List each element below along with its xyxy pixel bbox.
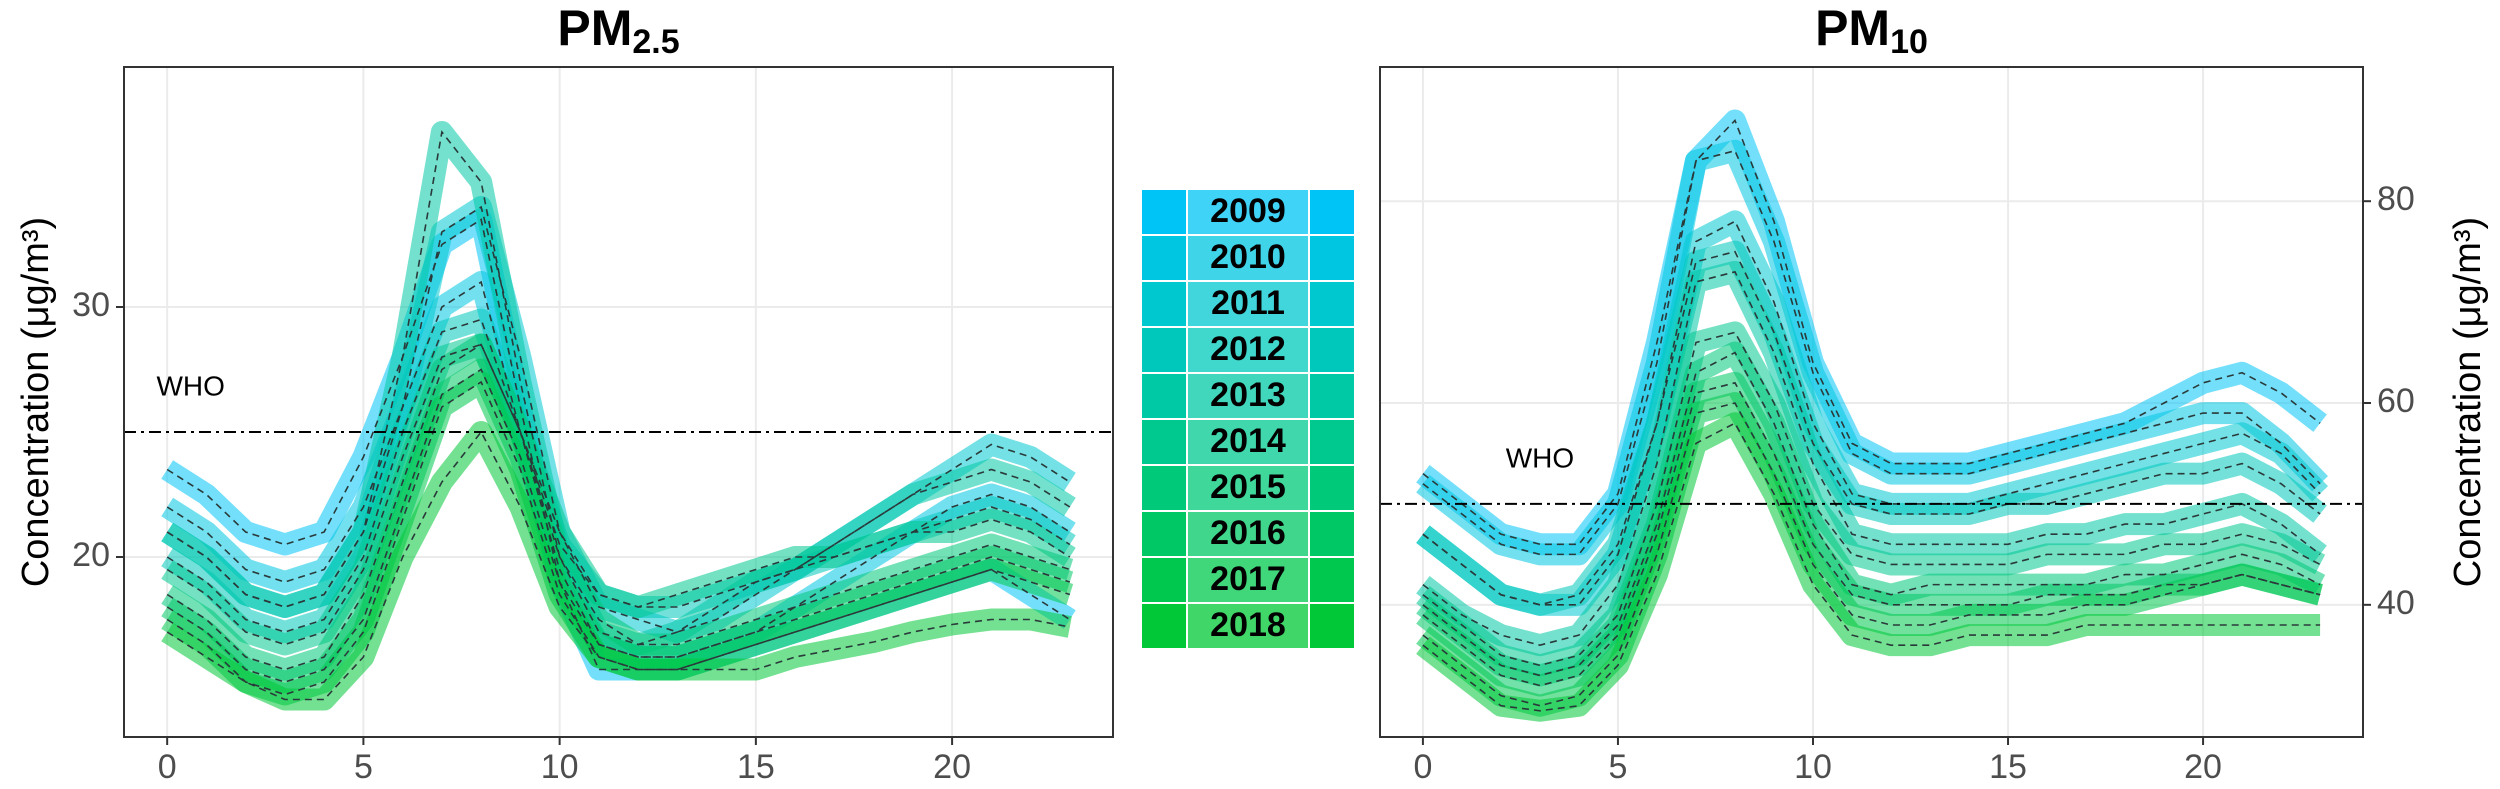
series-line [1422, 351, 2321, 677]
plot-frame [1379, 66, 2364, 738]
legend-swatch [1310, 558, 1354, 602]
y-tick-label: 60 [2377, 382, 2415, 420]
legend-swatch [1142, 328, 1186, 372]
dash-group [1422, 119, 2321, 712]
chart-title: PM10 [1815, 0, 1928, 61]
title-subscript: 2.5 [632, 23, 679, 61]
legend-swatch [1310, 604, 1354, 648]
series-line [1422, 331, 2321, 667]
x-tick-label: 20 [2184, 748, 2222, 784]
title-subscript: 10 [1890, 23, 1928, 61]
series-line [1422, 270, 2321, 647]
legend-swatch [1142, 558, 1186, 602]
legend-label: 2018 [1210, 606, 1286, 644]
legend-swatch [1310, 374, 1354, 418]
legend-label: 2011 [1211, 284, 1285, 322]
legend-swatch [1142, 236, 1186, 280]
legend-label: 2016 [1210, 514, 1286, 552]
legend-swatch [1310, 190, 1354, 234]
title-main: PM [557, 0, 632, 56]
series-group [1416, 109, 2328, 722]
legend-key-bg [1188, 374, 1308, 418]
series-line [166, 430, 1070, 701]
x-tick-label: 5 [354, 748, 373, 784]
y-axis-label: Concentration (μg/m³) [15, 217, 57, 587]
legend-swatch [1142, 512, 1186, 556]
y-tick-label: 20 [72, 536, 110, 574]
x-tick-label: 0 [158, 748, 177, 784]
legend-key-bg [1188, 466, 1308, 510]
x-tick-label: 0 [1413, 748, 1432, 784]
legend-swatch [1310, 512, 1354, 556]
series-line [1422, 250, 2321, 606]
series-line [1422, 381, 2321, 687]
series-line [166, 368, 1071, 683]
legend-swatch [1142, 282, 1186, 326]
legend-label: 2014 [1210, 422, 1286, 460]
legend-key-bg [1188, 328, 1308, 372]
legend-swatch [1142, 190, 1186, 234]
legend-key-bg [1188, 604, 1308, 648]
dash-group [166, 130, 1071, 701]
y-tick-label: 80 [2377, 180, 2415, 218]
series-line [166, 130, 1071, 646]
legend-key-bg [1188, 512, 1308, 556]
legend-swatch [1142, 374, 1186, 418]
legend-label: 2010 [1210, 238, 1286, 276]
series-line [1422, 402, 2321, 707]
band-group [161, 121, 1076, 711]
x-tick-label: 15 [737, 748, 775, 784]
legend-label: 2012 [1210, 330, 1286, 368]
series-line [166, 343, 1071, 671]
legend-label: 2013 [1210, 376, 1286, 414]
plot-frame [123, 66, 1114, 738]
legend-key-bg [1188, 282, 1308, 326]
legend-swatch [1142, 420, 1186, 464]
reference-label: WHO [1506, 442, 1574, 473]
legend-key-bg [1188, 420, 1308, 464]
legend-swatch [1310, 466, 1354, 510]
legend-swatch [1142, 466, 1186, 510]
series-line [1422, 220, 2321, 606]
x-tick-label: 10 [541, 748, 579, 784]
series-line [1422, 119, 2321, 546]
series-line [166, 205, 1071, 633]
y-tick-label: 30 [72, 286, 110, 324]
x-tick-label: 10 [1794, 748, 1832, 784]
y-tick-label: 40 [2377, 584, 2415, 622]
legend-key-bg [1188, 236, 1308, 280]
legend-swatch [1310, 236, 1354, 280]
legend-swatch [1142, 604, 1186, 648]
series-line [1422, 422, 2321, 712]
series-group [161, 121, 1076, 711]
series-line [166, 380, 1071, 696]
legend-label: 2015 [1210, 468, 1286, 506]
series-line [1422, 149, 2321, 556]
legend-key-bg [1188, 190, 1308, 234]
legend-label: 2017 [1210, 560, 1286, 598]
y-axis-label: Concentration (μg/m³) [2447, 217, 2489, 587]
x-tick-label: 15 [1989, 748, 2027, 784]
x-tick-label: 5 [1608, 748, 1627, 784]
series-line [166, 343, 1071, 646]
legend-swatch [1310, 328, 1354, 372]
legend: 2009 2010 2011 2012 2013 2014 2015 2016 2017 2018 [1142, 190, 1354, 648]
plot-area [124, 67, 1113, 737]
reference-label: WHO [156, 370, 224, 401]
legend-key-bg [1188, 558, 1308, 602]
band-group [1416, 109, 2328, 722]
legend-swatch [1310, 420, 1354, 464]
x-tick-label: 20 [933, 748, 971, 784]
chart-title: PM2.5 [557, 0, 679, 61]
legend-label: 2009 [1210, 192, 1286, 230]
legend-swatch [1310, 282, 1354, 326]
title-main: PM [1815, 0, 1890, 56]
